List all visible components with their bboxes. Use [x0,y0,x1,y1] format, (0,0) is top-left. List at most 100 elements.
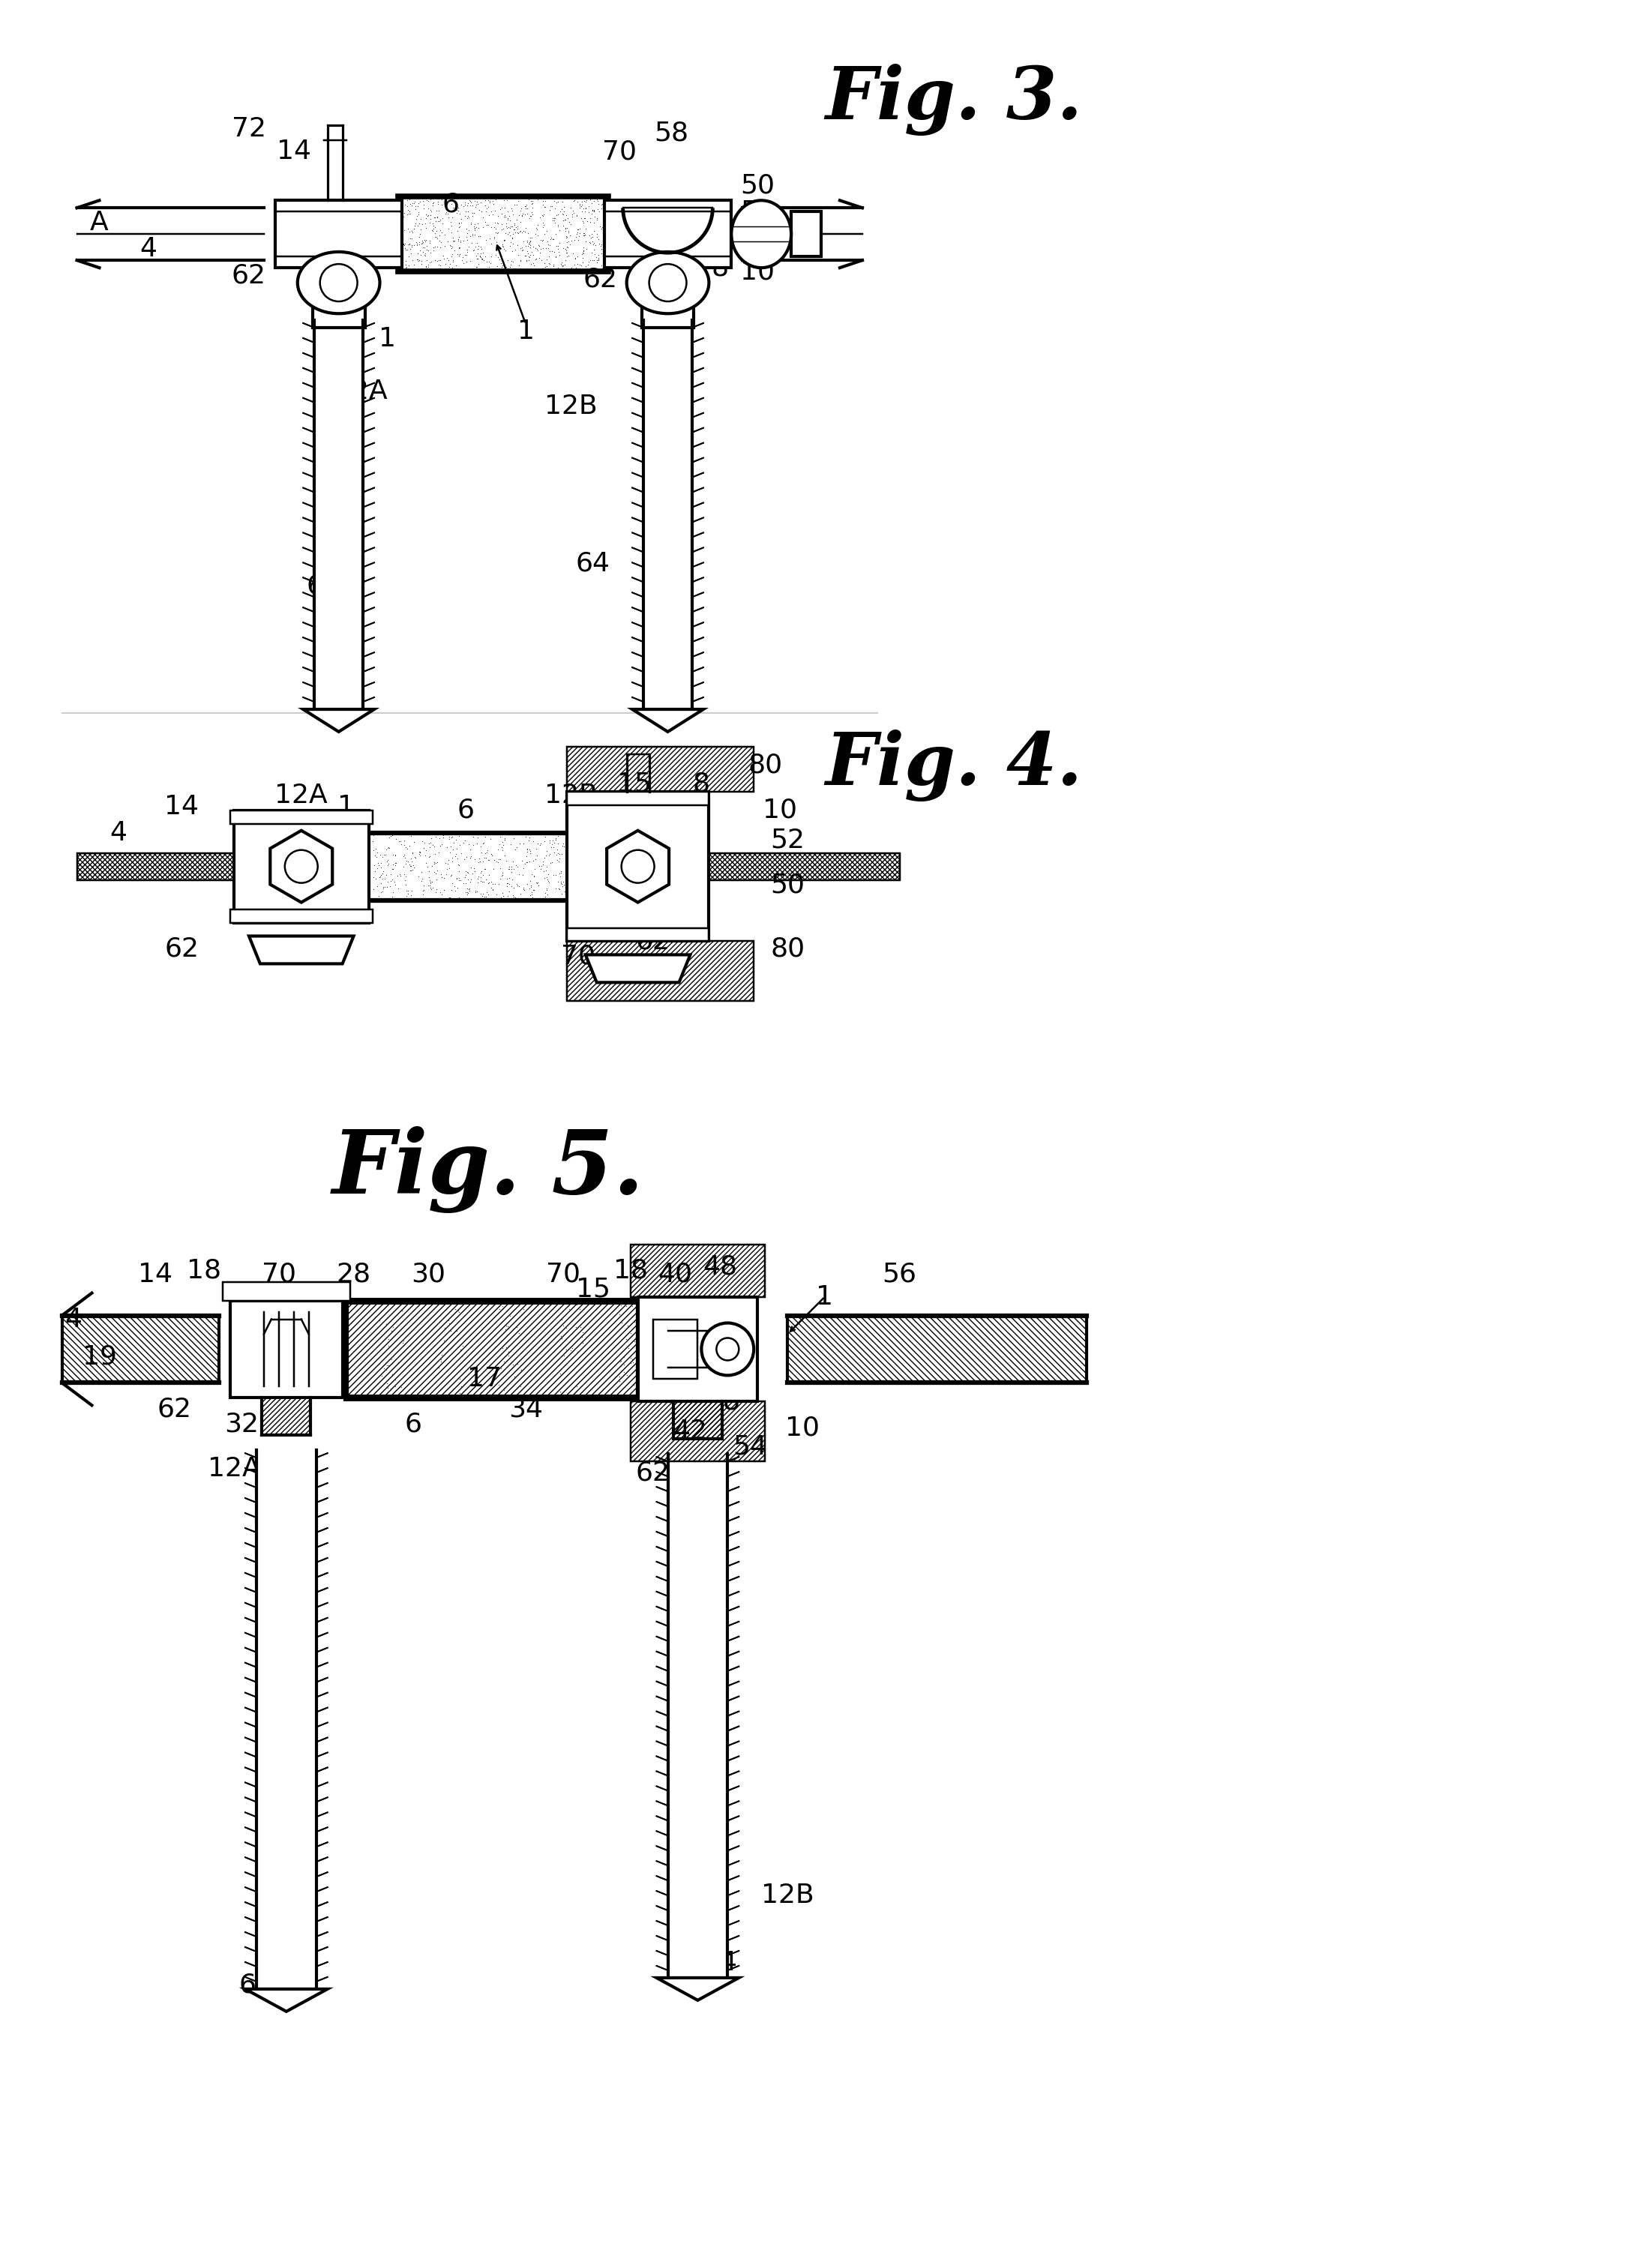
Point [397,195,423,231]
Text: 8: 8 [693,771,709,796]
Point [510,826,537,862]
Point [375,846,402,882]
Point [663,1343,690,1379]
Point [545,197,571,234]
Point [499,853,525,889]
Point [398,873,425,909]
Point [548,247,574,284]
Point [537,837,563,873]
Point [644,1331,670,1368]
Point [398,878,425,914]
Point [405,206,431,243]
Point [673,1322,700,1359]
Point [672,1334,698,1370]
Point [570,245,596,281]
Point [425,844,451,880]
Point [540,202,566,238]
Point [497,247,523,284]
Point [514,837,540,873]
Point [505,184,532,220]
Point [461,211,487,247]
Text: 12A: 12A [207,1456,260,1481]
Point [542,835,568,871]
Point [535,862,561,898]
Point [673,1336,700,1372]
Point [505,869,532,905]
Point [518,220,545,256]
Point [540,823,566,860]
Point [665,1304,691,1340]
Point [398,835,425,871]
Point [551,873,578,909]
Point [379,846,405,882]
Point [565,184,591,220]
Point [566,188,593,225]
Point [377,855,403,891]
Point [532,875,558,912]
Point [418,871,444,907]
Point [454,231,481,268]
Point [645,1352,672,1388]
Point [520,871,546,907]
Point [428,855,454,891]
Point [431,860,458,896]
Point [469,200,495,236]
Point [647,1309,673,1345]
Point [397,220,423,256]
Point [392,243,418,279]
Text: 6: 6 [458,798,474,823]
Point [653,1338,680,1374]
Point [550,195,576,231]
Point [481,841,507,878]
Point [548,1318,574,1354]
Point [512,846,538,882]
Point [662,1354,688,1390]
Point [653,1331,680,1368]
Point [525,866,551,903]
Point [665,1318,691,1354]
Point [568,188,594,225]
Point [542,204,568,240]
Point [670,1331,696,1368]
Point [532,249,558,286]
Point [576,204,602,240]
Point [458,839,484,875]
Point [579,227,606,263]
Point [491,191,517,227]
Point [568,1309,594,1345]
Point [505,215,532,252]
Point [426,202,453,238]
Point [451,860,477,896]
Point [576,243,602,279]
Point [402,188,428,225]
Text: 12A: 12A [275,782,328,807]
Point [374,1306,400,1343]
Polygon shape [303,710,374,733]
Point [499,243,525,279]
Point [509,229,535,265]
Point [359,823,385,860]
Point [653,1340,680,1377]
Point [574,247,601,284]
Point [645,1336,672,1372]
Point [362,837,388,873]
Point [418,193,444,229]
Point [435,222,461,259]
Point [426,213,453,249]
Polygon shape [632,710,703,733]
Point [579,195,606,231]
Point [499,848,525,885]
Point [566,218,593,254]
Point [446,846,472,882]
Point [451,823,477,860]
Point [662,1356,688,1393]
Point [379,1313,405,1349]
Point [663,1336,690,1372]
Point [652,1336,678,1372]
Point [489,188,515,225]
Point [428,1340,454,1377]
Point [454,193,481,229]
Point [435,195,461,231]
Point [472,204,499,240]
Point [487,819,514,855]
